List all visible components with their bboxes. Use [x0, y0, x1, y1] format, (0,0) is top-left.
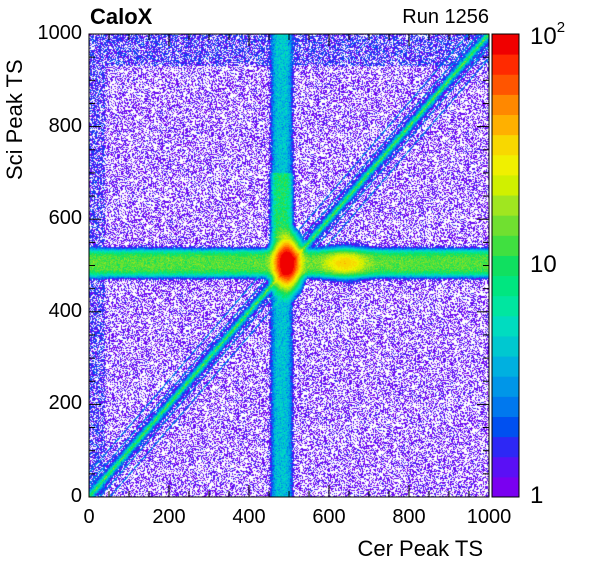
colorbar-swatch [492, 255, 519, 277]
colorbar-tick-label: 102 [530, 19, 565, 51]
heatmap-canvas [89, 34, 489, 497]
colorbar-tick-label: 1 [530, 482, 543, 510]
histogram-title: CaloX [90, 4, 153, 29]
x-tick-label: 800 [392, 506, 426, 528]
heatmap-cells [89, 34, 489, 497]
colorbar-swatch [492, 476, 519, 498]
colorbar-swatch [492, 215, 519, 236]
colorbar-swatch [492, 114, 519, 136]
colorbar-swatch [492, 416, 519, 438]
y-tick-label: 0 [70, 485, 82, 507]
colorbar-frame [491, 33, 520, 498]
colorbar-swatch [492, 134, 519, 156]
x-axis-label: Cer Peak TS [357, 536, 483, 561]
y-tick-label: 1000 [37, 22, 83, 44]
colorbar-swatch [492, 275, 519, 297]
colorbar-swatch [492, 356, 519, 377]
x-tick-label: 600 [312, 506, 346, 528]
colorbar-tick-exponent: 2 [556, 19, 566, 36]
colorbar-swatch [492, 436, 519, 458]
colorbar-swatch [492, 376, 519, 397]
x-tick-label: 0 [83, 506, 95, 528]
x-tick-label: 400 [232, 506, 266, 528]
colorbar-swatch [492, 235, 519, 256]
colorbar-swatch [492, 456, 519, 478]
colorbar-swatch [492, 396, 519, 417]
colorbar-swatch [492, 54, 519, 75]
colorbar-swatch [492, 34, 519, 55]
y-tick-label: 600 [48, 207, 82, 230]
y-tick-label: 800 [48, 114, 82, 137]
y-tick-label: 400 [48, 299, 82, 322]
colorbar-swatch [492, 174, 519, 196]
colorbar-swatch [492, 154, 519, 176]
colorbar-swatch [492, 315, 519, 337]
colorbar-tick-base: 10 [530, 23, 557, 50]
colorbar-swatch [492, 74, 519, 95]
colorbar-tick-base: 10 [530, 250, 557, 278]
colorbar-swatch [492, 94, 519, 116]
x-tick-label: 1000 [466, 506, 512, 528]
colorbar-tick-label: 10 [530, 251, 557, 279]
y-axis-label: Sci Peak TS [2, 59, 27, 180]
x-tick-label: 200 [152, 506, 186, 528]
y-tick-label: 200 [48, 392, 82, 415]
colorbar-swatch [492, 195, 519, 216]
colorbar-tick-base: 1 [530, 482, 544, 509]
colorbar-swatch [492, 295, 519, 317]
colorbar [492, 34, 519, 498]
colorbar-swatch [492, 335, 519, 357]
run-label: Run 1256 [402, 6, 489, 28]
